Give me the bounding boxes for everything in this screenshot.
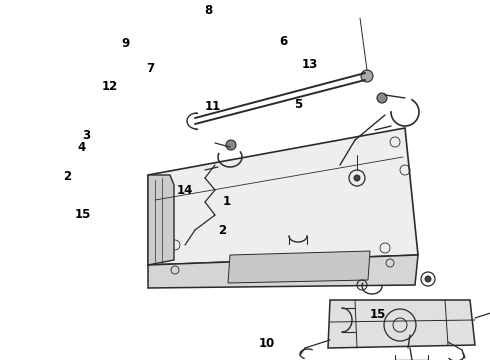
Text: 2: 2 <box>63 170 71 183</box>
Text: 10: 10 <box>259 337 275 350</box>
Text: 11: 11 <box>205 100 221 113</box>
Polygon shape <box>228 251 370 283</box>
Text: 3: 3 <box>82 129 91 141</box>
Text: 14: 14 <box>177 184 194 197</box>
Polygon shape <box>148 255 418 288</box>
Text: 15: 15 <box>74 208 91 221</box>
Text: 2: 2 <box>218 224 226 237</box>
Text: 15: 15 <box>370 309 386 321</box>
Circle shape <box>425 276 431 282</box>
Text: 5: 5 <box>294 98 302 111</box>
Polygon shape <box>148 128 418 265</box>
Text: 4: 4 <box>77 141 86 154</box>
Polygon shape <box>148 175 174 265</box>
Text: 9: 9 <box>122 37 130 50</box>
Text: 1: 1 <box>223 195 231 208</box>
Circle shape <box>377 93 387 103</box>
Polygon shape <box>328 300 475 348</box>
Text: 8: 8 <box>204 4 212 17</box>
Text: 12: 12 <box>101 80 118 93</box>
Circle shape <box>226 140 236 150</box>
Text: 6: 6 <box>279 35 288 48</box>
Text: 13: 13 <box>301 58 318 71</box>
Text: 7: 7 <box>146 62 154 75</box>
Circle shape <box>361 70 373 82</box>
Circle shape <box>354 175 360 181</box>
